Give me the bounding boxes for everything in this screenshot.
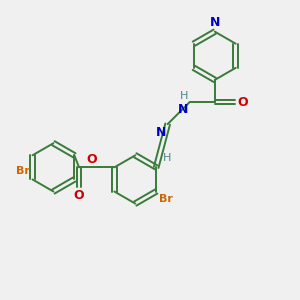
Text: Br: Br — [16, 167, 30, 176]
Text: N: N — [156, 126, 166, 139]
Text: Br: Br — [159, 194, 173, 205]
Text: H: H — [163, 153, 171, 163]
Text: N: N — [178, 103, 188, 116]
Text: O: O — [74, 189, 84, 202]
Text: O: O — [86, 153, 97, 166]
Text: H: H — [180, 91, 188, 100]
Text: N: N — [210, 16, 220, 29]
Text: O: O — [238, 95, 248, 109]
